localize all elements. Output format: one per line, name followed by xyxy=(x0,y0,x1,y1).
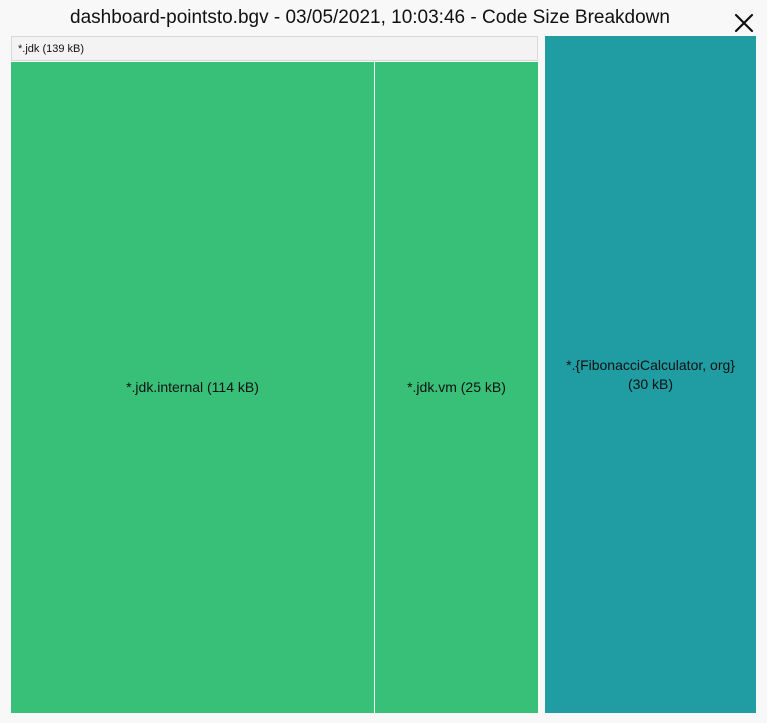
treemap-cell-jdk-internal[interactable]: *.jdk.internal (114 kB) xyxy=(11,62,374,713)
treemap-group-jdk[interactable]: *.jdk (139 kB) xyxy=(11,36,538,61)
close-button[interactable] xyxy=(731,10,757,36)
window-title: dashboard-pointsto.bgv - 03/05/2021, 10:… xyxy=(70,7,670,28)
treemap-cell-size: (30 kB) xyxy=(627,375,674,392)
treemap-cell-label: *.jdk.internal (114 kB) xyxy=(126,379,259,395)
treemap-cell-fibonacci-org[interactable]: *.{FibonacciCalculator, org} (30 kB) xyxy=(545,36,756,713)
treemap-cell-label: *.jdk.vm (25 kB) xyxy=(407,379,506,395)
treemap-cell-jdk-vm[interactable]: *.jdk.vm (25 kB) xyxy=(375,62,538,713)
close-icon xyxy=(734,13,754,33)
treemap-cell-label: *.{FibonacciCalculator, org} xyxy=(566,356,735,373)
